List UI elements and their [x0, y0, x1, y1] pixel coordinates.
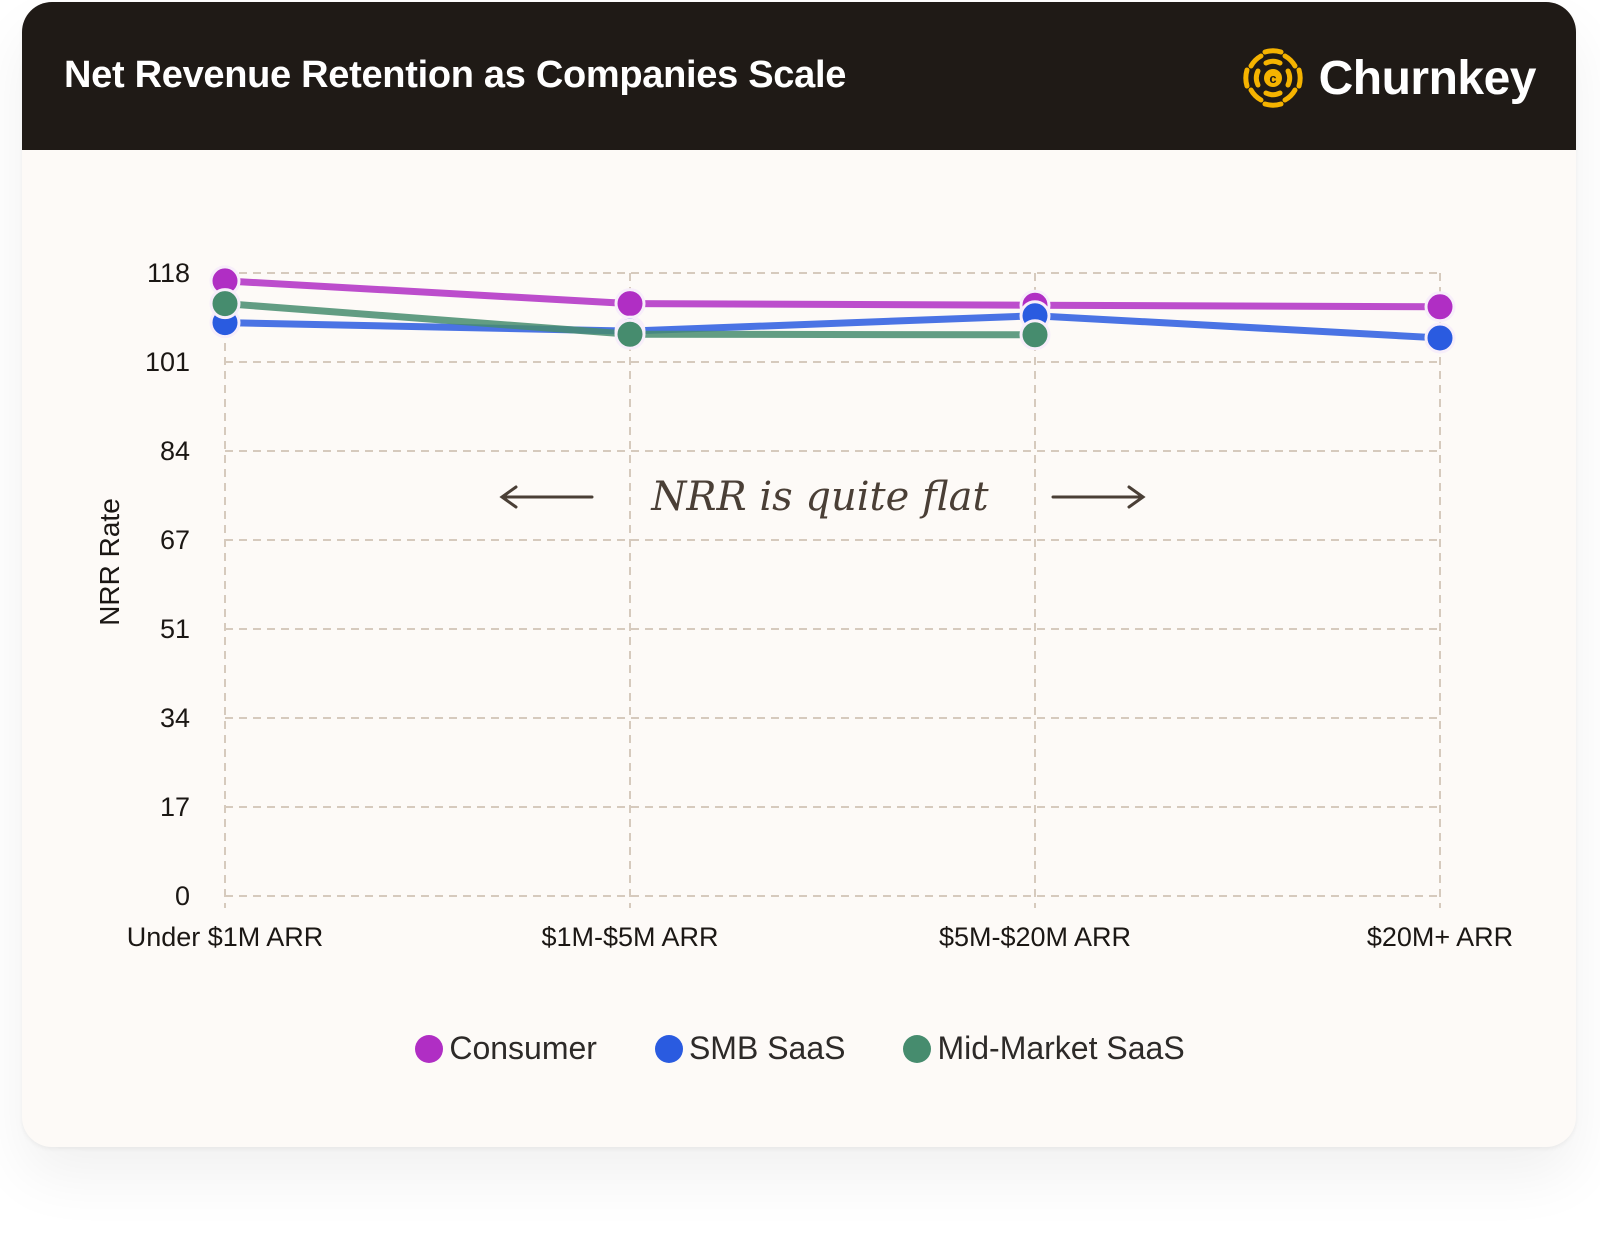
series-line-consumer — [221, 277, 1444, 311]
legend-dot-icon — [903, 1034, 932, 1063]
series-line-smb-saas — [221, 312, 1444, 342]
legend-label: Mid-Market SaaS — [937, 1030, 1185, 1066]
y-tick-label: 34 — [160, 703, 190, 733]
y-axis-title: NRR Rate — [94, 498, 125, 626]
legend-dot-icon — [415, 1034, 444, 1063]
x-tick-label: Under $1M ARR — [127, 922, 324, 952]
data-point-smb-saas[interactable] — [1424, 322, 1456, 354]
grid-lines — [224, 272, 1441, 908]
x-tick-label: $5M-$20M ARR — [939, 922, 1131, 952]
data-point-mid-market-saas[interactable] — [209, 288, 241, 320]
chart-card: Net Revenue Retention as Companies Scale — [22, 2, 1576, 1147]
svg-text:c: c — [1269, 71, 1276, 86]
y-tick-label: 17 — [160, 792, 190, 822]
y-tick-label: 84 — [160, 436, 190, 466]
annotation: NRR is quite flat — [499, 474, 1146, 520]
series-lines — [221, 277, 1444, 342]
annotation-text: NRR is quite flat — [650, 474, 989, 520]
data-point-mid-market-saas[interactable] — [614, 318, 646, 350]
x-tick-labels: Under $1M ARR $1M-$5M ARR $5M-$20M ARR $20M… — [127, 922, 1513, 952]
y-tick-label: 67 — [160, 525, 190, 555]
brand-name: Churnkey — [1318, 51, 1537, 105]
legend-item[interactable]: SMB SaaS — [654, 1030, 846, 1067]
y-tick-labels: 0 17 34 51 67 84 101 118 — [145, 258, 190, 911]
x-tick-label: $20M+ ARR — [1367, 922, 1513, 952]
legend-item[interactable]: Mid-Market SaaS — [903, 1030, 1185, 1067]
chart-title: Net Revenue Retention as Companies Scale — [64, 54, 847, 96]
data-point-consumer[interactable] — [614, 288, 646, 320]
churnkey-logo-icon: c — [1242, 48, 1303, 108]
annotation-right-arrow — [1051, 485, 1146, 509]
legend-label: Consumer — [449, 1030, 597, 1066]
annotation-left-arrow — [499, 485, 594, 509]
y-tick-label: 51 — [160, 614, 190, 644]
legend-item[interactable]: Consumer — [415, 1030, 597, 1067]
legend: Consumer SMB SaaS Mid-Market SaaS — [0, 1030, 1600, 1067]
series-points — [209, 265, 1456, 354]
header-bar: Net Revenue Retention as Companies Scale — [22, 2, 1576, 150]
brand[interactable]: c Churnkey — [1239, 42, 1537, 114]
legend-label: SMB SaaS — [688, 1030, 846, 1066]
legend-dot-icon — [654, 1034, 683, 1063]
data-point-consumer[interactable] — [1424, 291, 1456, 323]
x-tick-label: $1M-$5M ARR — [541, 922, 718, 952]
y-tick-label: 118 — [147, 258, 190, 288]
y-tick-label: 0 — [175, 881, 190, 911]
y-tick-label: 101 — [145, 347, 190, 377]
data-point-mid-market-saas[interactable] — [1019, 319, 1051, 351]
